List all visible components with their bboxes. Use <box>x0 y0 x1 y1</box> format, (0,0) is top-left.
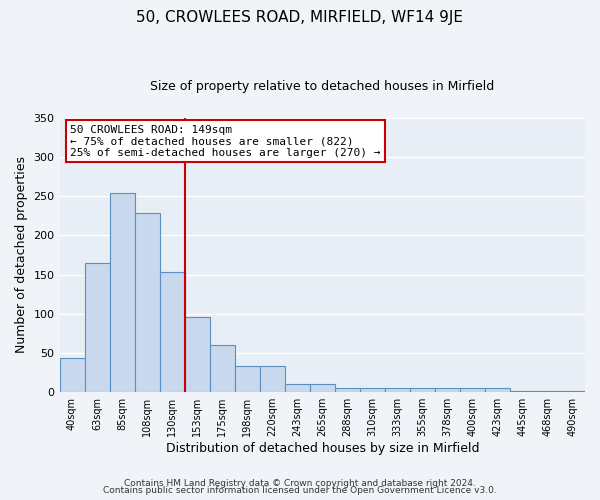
Text: Contains HM Land Registry data © Crown copyright and database right 2024.: Contains HM Land Registry data © Crown c… <box>124 478 476 488</box>
Bar <box>185 317 209 392</box>
Bar <box>310 384 335 392</box>
Bar <box>460 388 485 392</box>
Bar <box>410 388 435 392</box>
Bar <box>235 366 260 392</box>
Bar <box>335 388 360 392</box>
X-axis label: Distribution of detached houses by size in Mirfield: Distribution of detached houses by size … <box>166 442 479 455</box>
Text: 50, CROWLEES ROAD, MIRFIELD, WF14 9JE: 50, CROWLEES ROAD, MIRFIELD, WF14 9JE <box>137 10 464 25</box>
Bar <box>134 214 160 392</box>
Bar <box>59 358 85 392</box>
Bar <box>385 388 410 392</box>
Bar <box>535 390 560 392</box>
Bar <box>435 388 460 392</box>
Text: Contains public sector information licensed under the Open Government Licence v3: Contains public sector information licen… <box>103 486 497 495</box>
Bar <box>285 384 310 392</box>
Text: 50 CROWLEES ROAD: 149sqm
← 75% of detached houses are smaller (822)
25% of semi-: 50 CROWLEES ROAD: 149sqm ← 75% of detach… <box>70 124 380 158</box>
Bar <box>209 345 235 392</box>
Bar <box>485 388 510 392</box>
Bar <box>260 366 285 392</box>
Title: Size of property relative to detached houses in Mirfield: Size of property relative to detached ho… <box>150 80 494 93</box>
Bar <box>360 388 385 392</box>
Bar <box>510 390 535 392</box>
Bar <box>160 272 185 392</box>
Y-axis label: Number of detached properties: Number of detached properties <box>15 156 28 354</box>
Bar <box>85 263 110 392</box>
Bar <box>110 193 134 392</box>
